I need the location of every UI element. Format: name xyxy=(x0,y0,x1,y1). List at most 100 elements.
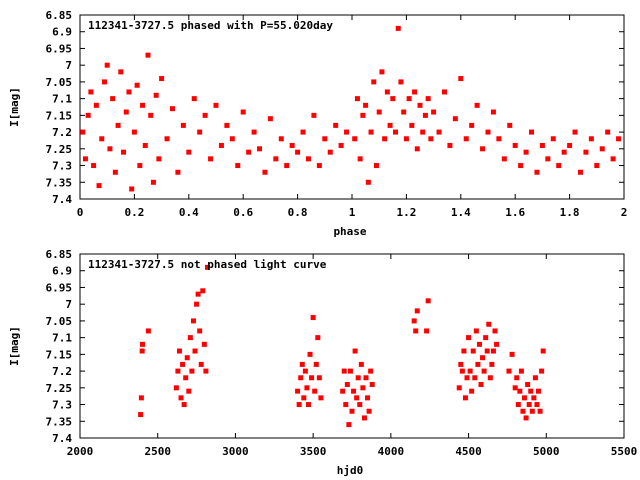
y-tick-label: 7.35 xyxy=(46,415,73,428)
data-point xyxy=(441,89,447,95)
data-point xyxy=(605,129,611,135)
data-point xyxy=(139,341,145,347)
data-point xyxy=(80,129,86,135)
data-point xyxy=(251,129,257,135)
x-tick-label: 4000 xyxy=(378,445,405,458)
data-point xyxy=(539,142,545,148)
data-point xyxy=(384,89,390,95)
data-point xyxy=(366,408,372,414)
y-tick-label: 7.05 xyxy=(46,315,73,328)
data-point xyxy=(376,109,382,115)
data-point xyxy=(492,328,498,334)
data-point xyxy=(469,388,475,394)
data-point xyxy=(470,348,476,354)
data-point xyxy=(481,368,487,374)
data-point xyxy=(183,375,189,381)
data-point xyxy=(186,388,192,394)
tick-labels: 0 0.2 0.4 0.6 0.8 1 1.2 1.4 1.6 1.8 2 6.85 6.9 6.95 7 7… xyxy=(46,9,628,219)
data-point xyxy=(379,69,385,75)
data-point xyxy=(456,385,462,391)
data-point xyxy=(298,375,304,381)
y-tick-label: 7.1 xyxy=(52,93,72,106)
data-point xyxy=(347,368,353,374)
y-tick-label: 7.05 xyxy=(46,76,73,89)
data-point xyxy=(305,156,311,162)
data-point xyxy=(561,149,567,155)
data-point xyxy=(472,375,478,381)
y-axis-label: I[mag] xyxy=(8,326,21,366)
data-point xyxy=(112,169,118,175)
data-point xyxy=(509,351,515,357)
data-point xyxy=(99,136,105,142)
data-point xyxy=(357,156,363,162)
phased-chart: 0 0.2 0.4 0.6 0.8 1 1.2 1.4 1.6 1.8 2 6.85 6.9 6.95 7 7… xyxy=(8,9,627,238)
data-point xyxy=(417,102,423,108)
data-point xyxy=(235,163,241,169)
y-tick-label: 7.15 xyxy=(46,348,73,361)
data-point xyxy=(296,402,302,408)
data-point xyxy=(506,368,512,374)
data-point xyxy=(452,116,458,122)
y-tick-label: 7.3 xyxy=(52,399,72,412)
data-point xyxy=(341,368,347,374)
data-point xyxy=(159,76,165,82)
x-tick-label: 0.8 xyxy=(288,206,308,219)
data-point xyxy=(476,341,482,347)
data-point xyxy=(88,89,94,95)
data-point xyxy=(315,335,321,341)
x-tick-label: 3500 xyxy=(300,445,327,458)
y-tick-label: 7.1 xyxy=(52,332,72,345)
data-point xyxy=(313,361,319,367)
data-point xyxy=(346,422,352,428)
data-point xyxy=(485,129,491,135)
data-point xyxy=(198,361,204,367)
data-point xyxy=(312,388,318,394)
y-tick-label: 7.25 xyxy=(46,382,73,395)
data-point xyxy=(343,402,349,408)
data-point xyxy=(373,163,379,169)
data-point xyxy=(229,136,235,142)
data-point xyxy=(480,146,486,152)
data-point xyxy=(539,368,545,374)
data-point xyxy=(577,169,583,175)
data-point xyxy=(528,388,534,394)
data-point xyxy=(550,136,556,142)
data-point xyxy=(360,112,366,118)
data-point xyxy=(458,361,464,367)
data-point xyxy=(191,96,197,102)
data-point xyxy=(526,402,532,408)
data-point xyxy=(257,146,263,152)
data-point xyxy=(507,122,513,128)
x-tick-label: 2500 xyxy=(144,445,171,458)
data-point xyxy=(545,156,551,162)
data-point xyxy=(365,179,371,185)
y-tick-label: 7.35 xyxy=(46,176,73,189)
y-tick-label: 6.9 xyxy=(52,265,72,278)
data-point xyxy=(190,318,196,324)
data-point xyxy=(464,375,470,381)
y-tick-label: 7.25 xyxy=(46,143,73,156)
data-point xyxy=(522,395,528,401)
data-point xyxy=(484,348,490,354)
data-point xyxy=(401,109,407,115)
data-point xyxy=(302,368,308,374)
data-point xyxy=(486,321,492,327)
data-point xyxy=(529,408,535,414)
data-point xyxy=(213,102,219,108)
data-point xyxy=(474,102,480,108)
x-tick-label: 1.6 xyxy=(505,206,525,219)
x-tick-label: 0.2 xyxy=(124,206,144,219)
data-point xyxy=(131,129,137,135)
data-point xyxy=(123,109,129,115)
y-tick-label: 7.2 xyxy=(52,126,72,139)
data-point xyxy=(173,385,179,391)
data-point xyxy=(523,415,529,421)
data-point xyxy=(371,79,377,85)
data-point xyxy=(156,156,162,162)
data-point xyxy=(490,109,496,115)
data-point xyxy=(189,368,195,374)
data-point xyxy=(295,388,301,394)
data-point xyxy=(142,142,148,148)
data-point xyxy=(494,341,500,347)
x-tick-label: 3000 xyxy=(222,445,249,458)
